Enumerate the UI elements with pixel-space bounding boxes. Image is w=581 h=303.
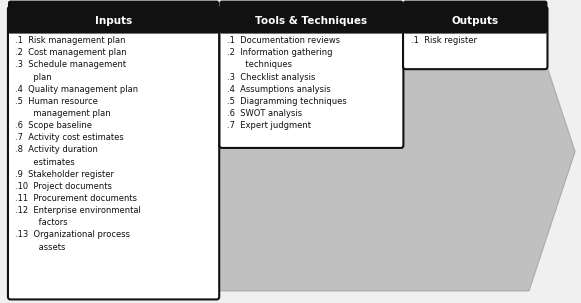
Text: Tools & Techniques: Tools & Techniques (256, 16, 367, 26)
Text: .1  Risk register: .1 Risk register (411, 36, 476, 45)
FancyBboxPatch shape (220, 7, 403, 148)
Text: Inputs: Inputs (95, 16, 132, 26)
Bar (223, 17, 400, 31)
Bar (12, 17, 216, 31)
Text: Outputs: Outputs (451, 16, 499, 26)
Polygon shape (8, 12, 575, 291)
FancyBboxPatch shape (8, 7, 219, 299)
Text: .1  Risk management plan
.2  Cost management plan
.3  Schedule management
      : .1 Risk management plan .2 Cost manageme… (16, 36, 141, 251)
FancyBboxPatch shape (403, 1, 547, 34)
Text: .1  Documentation reviews
.2  Information gathering
       techniques
.3  Checkl: .1 Documentation reviews .2 Information … (227, 36, 347, 130)
FancyBboxPatch shape (220, 1, 403, 34)
FancyBboxPatch shape (8, 1, 219, 34)
FancyBboxPatch shape (403, 7, 547, 69)
Bar (407, 17, 544, 31)
